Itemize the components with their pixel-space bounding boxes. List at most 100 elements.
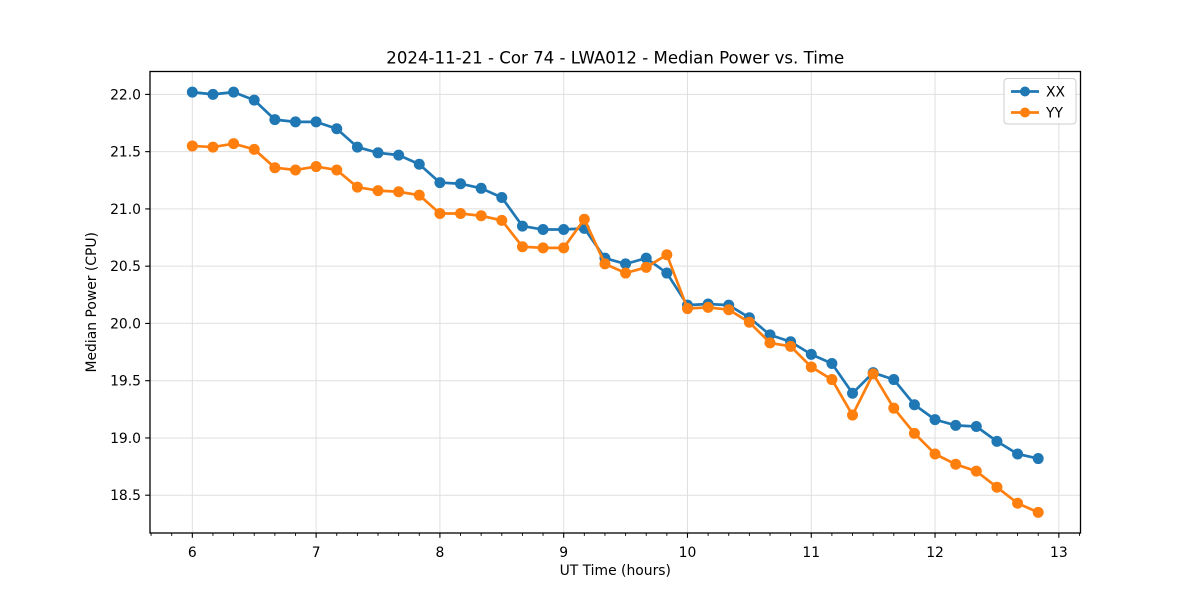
series-xx-marker	[640, 252, 652, 264]
series-xx-marker	[1032, 453, 1044, 465]
series-xx-marker	[805, 348, 817, 360]
series-xx-marker	[661, 267, 673, 279]
series-yy-marker	[1012, 497, 1024, 509]
series-yy-marker	[950, 458, 962, 470]
series-yy-marker	[516, 241, 528, 253]
series-yy-marker	[970, 465, 982, 477]
legend-label-xx: XX	[1046, 84, 1066, 100]
series-yy-marker	[393, 186, 405, 198]
series-xx-marker	[558, 224, 570, 236]
y-tick-label: 19.0	[110, 431, 141, 447]
series-yy-marker	[248, 143, 260, 155]
legend-xx-marker	[1020, 86, 1030, 97]
x-tick-label: 7	[312, 545, 321, 561]
series-xx-marker	[310, 116, 322, 128]
series-yy-marker	[991, 481, 1003, 493]
series-xx-marker	[186, 86, 198, 98]
legend-yy-marker	[1020, 107, 1030, 118]
series-yy-marker	[310, 161, 322, 173]
series-xx-marker	[908, 399, 920, 411]
series-yy-marker	[1032, 506, 1044, 518]
series-yy-marker	[537, 242, 549, 254]
series-yy-marker	[496, 214, 508, 226]
series-yy-marker	[681, 303, 693, 315]
series-xx-marker	[826, 358, 838, 370]
x-axis-label: UT Time (hours)	[560, 563, 671, 579]
series-yy-marker	[434, 208, 446, 219]
series-yy-marker	[785, 340, 797, 352]
legend-label-yy: YY	[1045, 105, 1063, 121]
series-yy-marker	[764, 337, 776, 349]
series-yy-marker	[743, 316, 755, 328]
series-yy-marker	[805, 361, 817, 373]
series-xx-marker	[929, 414, 941, 426]
series-yy-marker	[186, 140, 198, 152]
series-yy-marker	[475, 210, 487, 222]
series-xx-marker	[764, 329, 776, 341]
series-xx-marker	[496, 191, 508, 203]
series-yy-marker	[908, 427, 920, 439]
x-tick-label: 6	[188, 545, 197, 561]
series-xx-marker	[269, 114, 281, 126]
series-yy-marker	[661, 249, 673, 261]
y-axis-label: Median Power (CPU)	[84, 232, 100, 372]
series-yy-marker	[847, 409, 859, 421]
series-xx-marker	[620, 258, 632, 270]
series-yy-marker	[723, 304, 735, 316]
series-yy-marker	[620, 267, 632, 279]
series-yy-marker	[351, 181, 363, 193]
series-yy-marker	[372, 185, 384, 197]
series-yy-marker	[207, 141, 219, 153]
series-yy-marker	[929, 448, 941, 460]
series-yy-marker	[269, 162, 281, 174]
series-xx-marker	[970, 421, 982, 432]
series-xx-marker	[475, 182, 487, 194]
x-tick-label: 8	[435, 545, 444, 561]
series-xx-marker	[372, 147, 384, 159]
series-yy-marker	[455, 208, 467, 219]
y-tick-label: 20.0	[110, 316, 141, 332]
y-tick-label: 19.5	[110, 374, 141, 390]
series-xx-marker	[393, 149, 405, 161]
series-yy-marker	[867, 368, 879, 380]
plot-area	[150, 71, 1081, 533]
axes-frame	[149, 70, 1082, 534]
y-tick-label: 21.5	[110, 145, 141, 161]
series-xx-marker	[537, 224, 549, 236]
series-xx-marker	[289, 116, 301, 128]
series-xx-marker	[991, 435, 1003, 447]
x-tick-label: 11	[802, 545, 820, 561]
series-xx-marker	[950, 419, 962, 431]
series-xx-marker	[228, 86, 240, 98]
series-xx-marker	[516, 220, 528, 232]
y-tick-label: 22.0	[110, 87, 141, 103]
series-xx-marker	[207, 88, 219, 100]
series-yy-marker	[289, 164, 301, 176]
series-yy-marker	[413, 189, 425, 201]
series-xx-marker	[888, 374, 900, 386]
y-tick-label: 18.5	[110, 488, 141, 504]
x-tick-label: 9	[559, 545, 568, 561]
x-tick-label: 10	[679, 545, 697, 561]
series-yy-marker	[228, 138, 240, 150]
series-xx-marker	[248, 94, 260, 106]
series-yy-marker	[640, 261, 652, 273]
x-tick-label: 13	[1050, 545, 1068, 561]
y-tick-label: 20.5	[110, 259, 141, 275]
series-yy-marker	[702, 301, 714, 313]
x-tick-label: 12	[926, 545, 944, 561]
legend-box	[1003, 78, 1077, 125]
series-yy-marker	[826, 374, 838, 386]
series-xx-marker	[1012, 448, 1024, 460]
series-yy-marker	[888, 402, 900, 414]
series-xx-marker	[351, 141, 363, 153]
series-yy-marker	[331, 164, 343, 176]
y-tick-label: 21.0	[110, 202, 141, 218]
legend: XX YY	[1003, 78, 1077, 125]
series-xx-marker	[434, 177, 446, 189]
series-xx-marker	[331, 123, 343, 135]
series-xx-marker	[413, 158, 425, 170]
series-yy-marker	[558, 242, 570, 254]
